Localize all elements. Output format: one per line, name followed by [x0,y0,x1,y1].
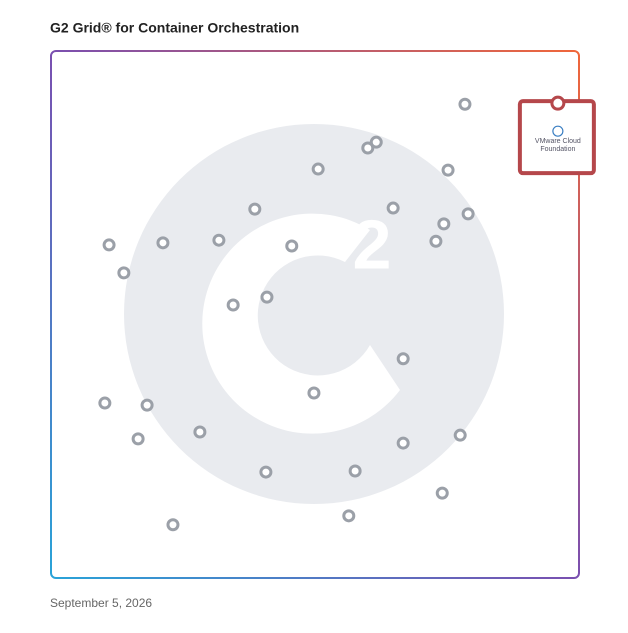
product-point [212,233,226,247]
product-point [140,398,154,412]
product-point [361,141,375,155]
highlight-point [550,95,566,111]
product-point [396,352,410,366]
product-point [396,436,410,450]
product-point [166,518,180,532]
product-point [193,425,207,439]
product-point [435,486,449,500]
product-point [458,97,472,111]
product-point [248,202,262,216]
product-point [342,509,356,523]
product-point [259,465,273,479]
product-point [369,135,383,149]
product-point [131,432,145,446]
product-point [348,464,362,478]
product-point [461,207,475,221]
product-point [386,201,400,215]
product-point [311,162,325,176]
product-point [98,396,112,410]
product-point [156,236,170,250]
g2-watermark: 2 [124,124,504,504]
highlight-label: VMware Cloud [535,138,581,145]
vendor-icon [552,125,564,137]
product-point [260,290,274,304]
product-point [307,386,321,400]
highlight-label: Foundation [540,146,575,153]
product-point [429,234,443,248]
product-point [285,239,299,253]
product-point [453,428,467,442]
date: September 5, 2026 [50,596,152,610]
product-point [102,238,116,252]
product-point [226,298,240,312]
product-point [437,217,451,231]
chart-title: G2 Grid® for Container Orchestration [50,20,299,36]
product-point [117,266,131,280]
svg-text:2: 2 [353,205,392,283]
product-point [441,163,455,177]
